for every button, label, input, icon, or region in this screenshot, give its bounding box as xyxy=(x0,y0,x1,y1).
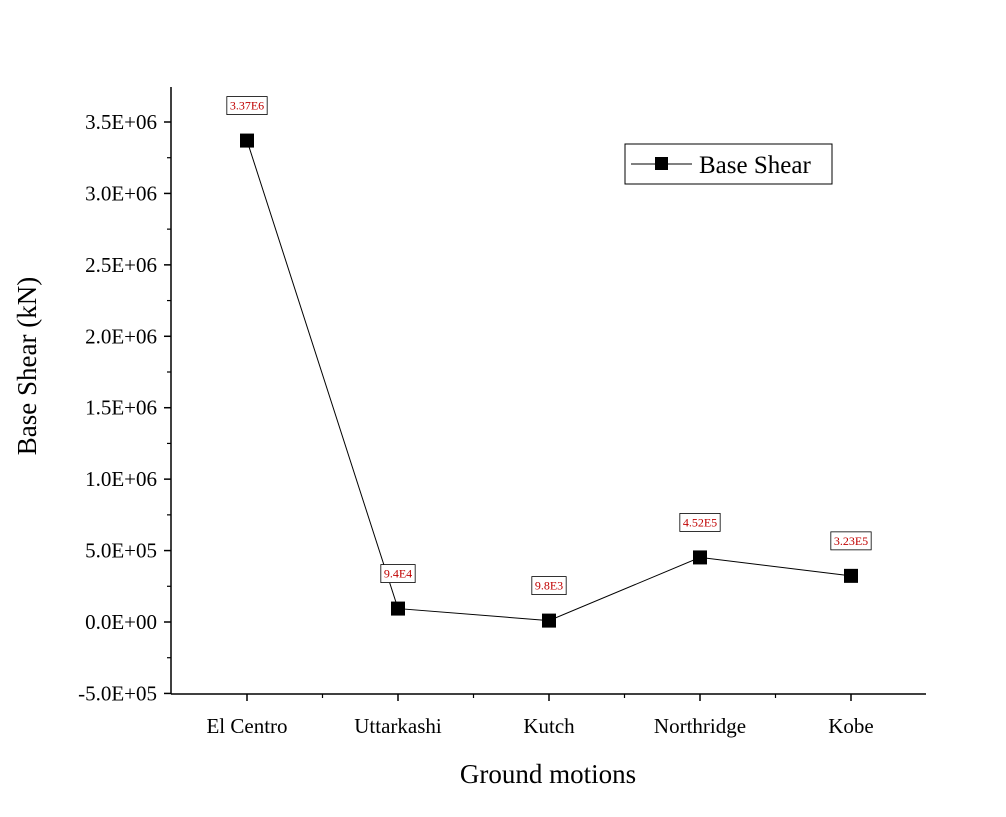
data-label: 9.8E3 xyxy=(531,576,567,595)
data-point-marker xyxy=(240,133,254,148)
y-ticks: -5.0E+05 0.0E+00 5.0E+05 1.0E+06 1.5E+06 2.0E… xyxy=(78,110,171,705)
y-tick-label: 1.5E+06 xyxy=(85,396,157,420)
x-ticks: El Centro Uttarkashi Kutch Northridge Kobe xyxy=(206,694,874,738)
y-tick-label: 0.0E+00 xyxy=(85,610,157,634)
data-label-text: 4.52E5 xyxy=(683,515,717,529)
y-tick-label: 3.0E+06 xyxy=(85,181,157,205)
data-label-box xyxy=(380,564,416,583)
x-axis-title: Ground motions xyxy=(460,759,636,789)
y-tick-label: 3.5E+06 xyxy=(85,110,157,134)
data-label-box xyxy=(830,531,872,551)
y-tick-label: 2.0E+06 xyxy=(85,324,157,348)
legend-label: Base Shear xyxy=(699,152,811,179)
data-label: 9.4E4 xyxy=(380,564,416,583)
series-line xyxy=(246,140,852,622)
data-label-box xyxy=(531,576,567,595)
legend-marker-square xyxy=(655,157,668,170)
series-layer xyxy=(240,133,858,628)
data-point-marker xyxy=(844,568,858,583)
data-labels: 3.37E6 9.4E4 9.8E3 4.52E5 3.23E5 xyxy=(226,96,872,595)
x-tick-label: El Centro xyxy=(206,714,287,738)
data-point-marker xyxy=(391,601,405,616)
data-label-text: 3.23E5 xyxy=(834,534,868,548)
y-tick-label: 1.0E+06 xyxy=(85,467,157,491)
y-axis-title: Base Shear (kN) xyxy=(12,277,42,455)
data-label: 4.52E5 xyxy=(679,513,721,532)
data-label-text: 9.8E3 xyxy=(535,579,563,593)
y-tick-label: 5.0E+05 xyxy=(85,539,157,563)
y-tick-label: -5.0E+05 xyxy=(78,681,157,705)
data-point-marker xyxy=(693,550,707,565)
data-label-box xyxy=(226,96,268,115)
data-point-marker xyxy=(542,613,556,628)
data-label: 3.23E5 xyxy=(830,531,872,551)
x-tick-label: Uttarkashi xyxy=(354,714,442,738)
x-tick-label: Kutch xyxy=(523,714,575,738)
data-label-text: 3.37E6 xyxy=(230,99,264,113)
data-label-text: 9.4E4 xyxy=(384,567,412,581)
data-label-box xyxy=(679,513,721,532)
x-tick-label: Northridge xyxy=(654,714,746,738)
y-tick-label: 2.5E+06 xyxy=(85,253,157,277)
legend: Base Shear xyxy=(624,143,833,185)
x-tick-label: Kobe xyxy=(828,714,874,738)
data-label: 3.37E6 xyxy=(226,96,268,115)
